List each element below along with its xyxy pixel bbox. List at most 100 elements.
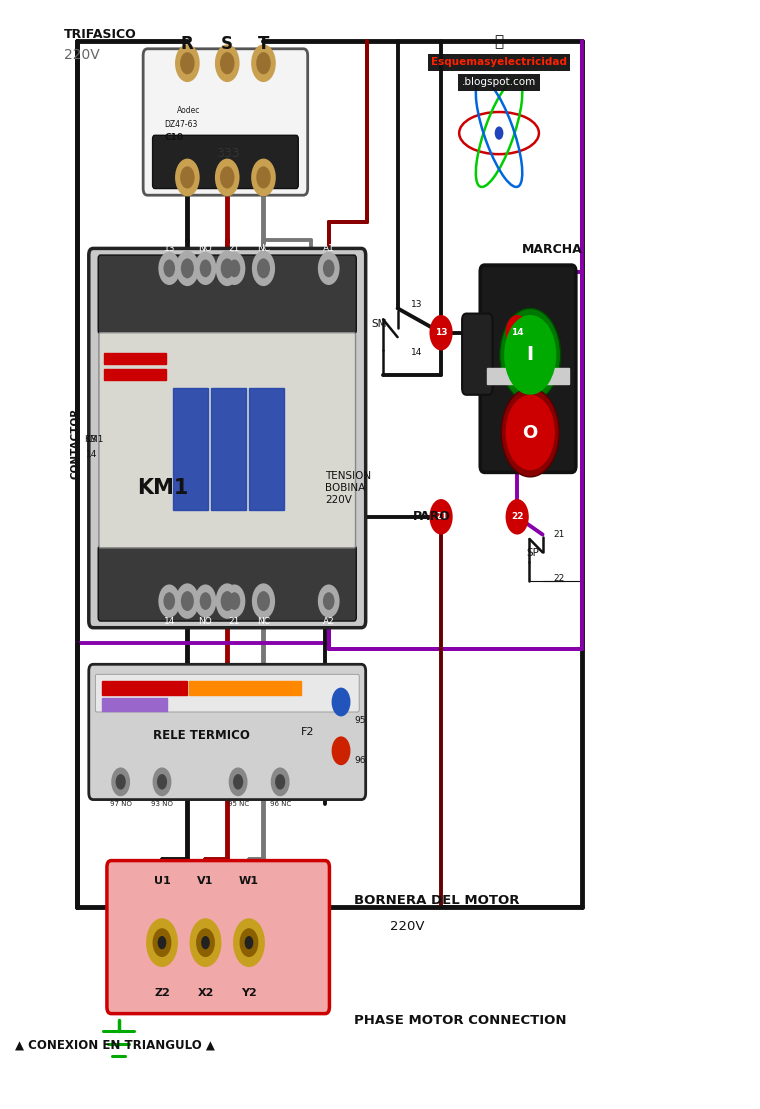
Text: 13: 13 bbox=[163, 244, 175, 253]
Text: F2: F2 bbox=[301, 726, 314, 737]
Circle shape bbox=[275, 774, 285, 790]
Text: RELE TERMICO: RELE TERMICO bbox=[154, 729, 250, 742]
Circle shape bbox=[220, 258, 234, 278]
Circle shape bbox=[180, 52, 195, 74]
Circle shape bbox=[223, 584, 245, 618]
Text: SP: SP bbox=[526, 548, 539, 559]
Text: CONTACTOR: CONTACTOR bbox=[70, 408, 80, 479]
Text: 93 NO: 93 NO bbox=[151, 801, 173, 807]
Circle shape bbox=[233, 774, 243, 790]
Text: 14: 14 bbox=[410, 348, 422, 357]
Bar bbox=[211, 388, 246, 510]
Text: 220V: 220V bbox=[391, 919, 425, 933]
Circle shape bbox=[239, 928, 258, 957]
FancyBboxPatch shape bbox=[99, 333, 356, 548]
Circle shape bbox=[200, 592, 211, 610]
Circle shape bbox=[258, 592, 269, 610]
Text: TENSION
BOBINA
220V: TENSION BOBINA 220V bbox=[325, 471, 371, 505]
Circle shape bbox=[252, 251, 275, 286]
Circle shape bbox=[256, 166, 271, 189]
Circle shape bbox=[180, 166, 195, 189]
Circle shape bbox=[229, 260, 240, 277]
Text: O: O bbox=[523, 424, 538, 441]
Circle shape bbox=[163, 260, 175, 277]
Circle shape bbox=[220, 591, 234, 611]
Bar bbox=[188, 681, 301, 695]
Text: V1: V1 bbox=[198, 876, 214, 886]
Circle shape bbox=[181, 258, 194, 278]
Text: 13: 13 bbox=[86, 435, 97, 444]
Circle shape bbox=[318, 584, 340, 618]
Circle shape bbox=[216, 583, 239, 619]
Circle shape bbox=[251, 44, 276, 82]
Text: PHASE MOTOR CONNECTION: PHASE MOTOR CONNECTION bbox=[354, 1014, 567, 1027]
Circle shape bbox=[504, 315, 556, 395]
Circle shape bbox=[429, 499, 453, 535]
Circle shape bbox=[163, 592, 175, 610]
Circle shape bbox=[495, 126, 503, 140]
Circle shape bbox=[157, 936, 166, 949]
FancyBboxPatch shape bbox=[153, 135, 298, 189]
Text: 13: 13 bbox=[435, 328, 448, 337]
Bar bbox=[249, 388, 283, 510]
Circle shape bbox=[502, 388, 559, 477]
Text: A2: A2 bbox=[323, 617, 334, 625]
Circle shape bbox=[153, 767, 172, 796]
Text: Aodec: Aodec bbox=[176, 106, 200, 115]
Text: 96 NC: 96 NC bbox=[270, 801, 291, 807]
Text: NC: NC bbox=[257, 617, 270, 625]
Text: 333: 333 bbox=[217, 146, 240, 160]
Circle shape bbox=[505, 315, 529, 350]
Circle shape bbox=[158, 252, 180, 285]
Circle shape bbox=[215, 44, 239, 82]
Circle shape bbox=[257, 591, 270, 611]
Circle shape bbox=[323, 592, 334, 610]
Text: 96: 96 bbox=[354, 756, 366, 765]
Text: PARO: PARO bbox=[413, 510, 451, 523]
Text: 🔌: 🔌 bbox=[495, 34, 504, 50]
Bar bbox=[173, 388, 207, 510]
FancyBboxPatch shape bbox=[89, 664, 366, 800]
FancyBboxPatch shape bbox=[89, 248, 366, 628]
Bar bbox=[104, 353, 166, 364]
Circle shape bbox=[153, 928, 172, 957]
Circle shape bbox=[116, 774, 125, 790]
Circle shape bbox=[252, 252, 274, 285]
Text: .blogspot.com: .blogspot.com bbox=[462, 77, 536, 88]
Circle shape bbox=[175, 159, 200, 196]
Circle shape bbox=[196, 928, 215, 957]
Circle shape bbox=[271, 767, 290, 796]
Text: TRIFASICO: TRIFASICO bbox=[64, 28, 137, 41]
Circle shape bbox=[323, 260, 334, 277]
Circle shape bbox=[257, 258, 270, 278]
Text: 95: 95 bbox=[354, 716, 366, 725]
Circle shape bbox=[201, 936, 210, 949]
Text: X2: X2 bbox=[198, 988, 214, 998]
Circle shape bbox=[111, 767, 130, 796]
Text: DZ47-63: DZ47-63 bbox=[164, 120, 198, 129]
Circle shape bbox=[220, 166, 235, 189]
Text: 14: 14 bbox=[86, 450, 97, 459]
Circle shape bbox=[195, 252, 217, 285]
Text: A1: A1 bbox=[323, 244, 334, 253]
Text: 21: 21 bbox=[435, 512, 448, 521]
Circle shape bbox=[229, 767, 248, 796]
Text: I: I bbox=[527, 345, 534, 365]
Text: MARCHA: MARCHA bbox=[521, 243, 582, 256]
Text: 13: 13 bbox=[410, 301, 422, 309]
Circle shape bbox=[331, 688, 350, 716]
Text: S: S bbox=[221, 35, 233, 53]
FancyBboxPatch shape bbox=[143, 49, 308, 195]
Text: KM1: KM1 bbox=[84, 435, 104, 444]
Circle shape bbox=[252, 583, 275, 619]
Text: W1: W1 bbox=[239, 876, 259, 886]
Text: Z2: Z2 bbox=[154, 988, 170, 998]
Circle shape bbox=[175, 44, 200, 82]
Circle shape bbox=[229, 592, 240, 610]
Text: BORNERA DEL MOTOR: BORNERA DEL MOTOR bbox=[354, 894, 520, 907]
Text: Y2: Y2 bbox=[241, 988, 257, 998]
Text: 14: 14 bbox=[163, 617, 175, 625]
Circle shape bbox=[146, 918, 178, 967]
Text: ▲ CONEXION EN TRIANGULO ▲: ▲ CONEXION EN TRIANGULO ▲ bbox=[15, 1038, 215, 1051]
Text: 21: 21 bbox=[229, 617, 240, 625]
